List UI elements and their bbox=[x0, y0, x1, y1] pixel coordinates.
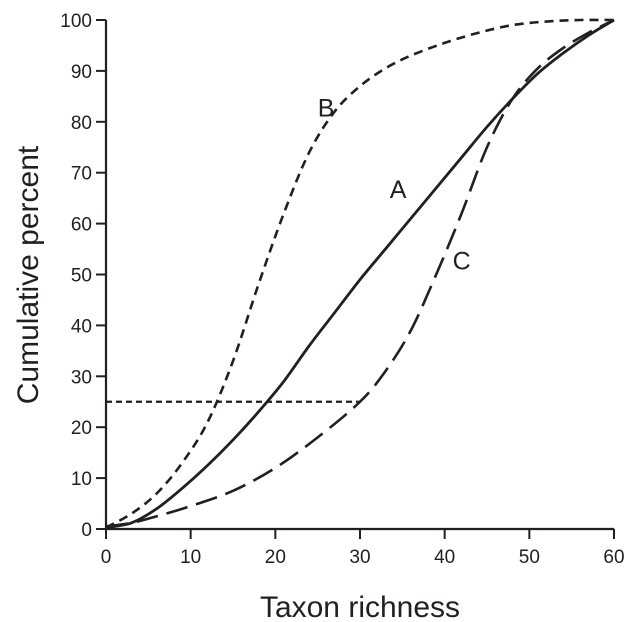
y-tick-label: 100 bbox=[60, 11, 92, 32]
series-line-c bbox=[105, 18, 615, 528]
y-tick-label: 10 bbox=[71, 469, 92, 490]
x-tick-label: 30 bbox=[349, 547, 370, 568]
series-line-b bbox=[105, 18, 615, 529]
y-tick-label: 90 bbox=[71, 62, 92, 83]
y-tick-label: 50 bbox=[71, 266, 92, 287]
curve-label-b: B bbox=[318, 95, 335, 123]
x-tick-label: 40 bbox=[434, 547, 455, 568]
x-tick-label: 60 bbox=[603, 547, 624, 568]
y-tick-label: 20 bbox=[71, 418, 92, 439]
series-line-a bbox=[105, 18, 615, 529]
chart-tick-layer: 0 10 20 30 40 50 60 0 10 20 30 40 50 60 70 80 90 100 bbox=[60, 11, 624, 568]
y-tick-label: 60 bbox=[71, 215, 92, 236]
curve-label-a: A bbox=[390, 176, 407, 204]
x-axis-title: Taxon richness bbox=[260, 591, 460, 622]
chart-label-layer: B A C bbox=[318, 95, 471, 276]
x-tick-label: 50 bbox=[519, 547, 540, 568]
y-tick-label: 30 bbox=[71, 367, 92, 388]
y-tick-label: 40 bbox=[71, 316, 92, 337]
y-tick-label: 80 bbox=[71, 113, 92, 134]
x-tick-label: 0 bbox=[101, 547, 112, 568]
curve-label-c: C bbox=[453, 247, 471, 275]
chart-lines-layer bbox=[105, 18, 615, 529]
y-tick-label: 0 bbox=[81, 520, 92, 541]
x-tick-label: 20 bbox=[265, 547, 286, 568]
y-axis-title: Cumulative percent bbox=[12, 145, 45, 404]
x-tick-label: 10 bbox=[180, 547, 201, 568]
y-tick-label: 70 bbox=[71, 164, 92, 185]
chart-axes-layer bbox=[104, 20, 614, 531]
